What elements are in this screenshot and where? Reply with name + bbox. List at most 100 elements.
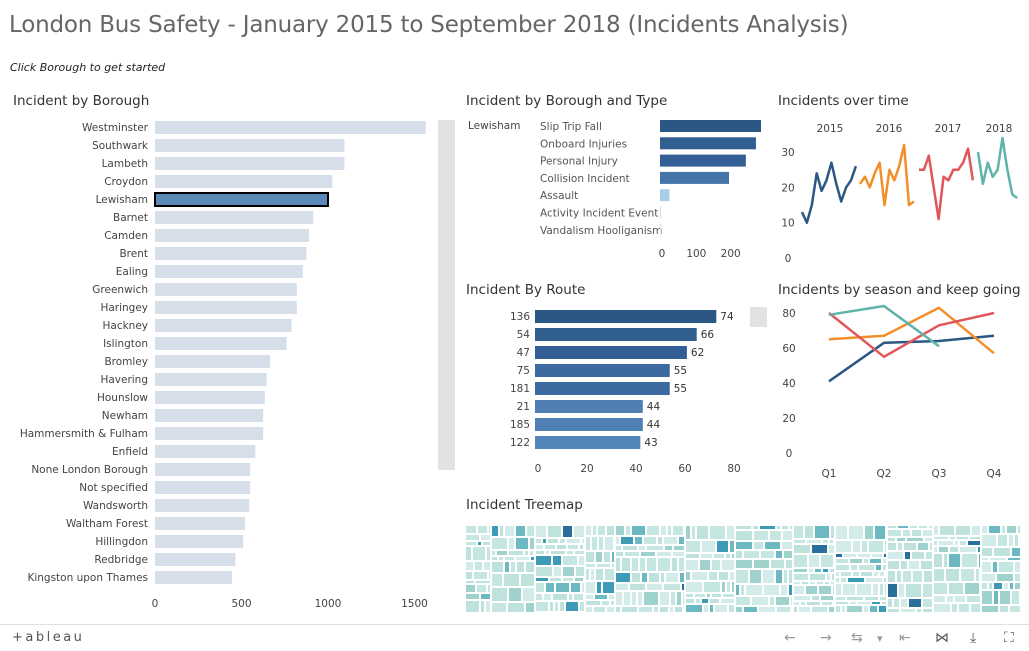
treemap-cell[interactable] [735,606,743,613]
treemap-cell[interactable] [879,571,885,577]
treemap-cell[interactable] [508,550,524,556]
treemap-cell[interactable] [954,540,959,546]
treemap-cell[interactable] [535,555,552,566]
treemap-cell[interactable] [879,596,887,601]
treemap-cell[interactable] [783,569,788,584]
treemap-cell[interactable] [758,606,776,613]
treemap-cell[interactable] [893,598,900,608]
treemap-cell[interactable] [465,561,474,571]
treemap-cell[interactable] [465,580,475,584]
treemap-cell[interactable] [685,593,694,598]
treemap-cell[interactable] [993,547,1011,557]
borough-label[interactable]: Not specified [79,482,148,494]
treemap-cell[interactable] [695,598,701,604]
treemap-cell[interactable] [857,553,871,558]
treemap-cell[interactable] [843,553,857,558]
treemap-cell[interactable] [504,556,515,561]
treemap-cell[interactable] [629,583,646,591]
treemap-cell[interactable] [900,560,908,570]
treemap-cell[interactable] [504,525,515,537]
treemap-cell[interactable] [958,603,970,613]
treemap-cell[interactable] [615,591,623,606]
treemap-cell[interactable] [596,563,611,568]
treemap-cell[interactable] [606,606,615,613]
treemap-cell[interactable] [638,606,653,613]
treemap-cell[interactable] [835,553,843,558]
treemap-cell[interactable] [763,584,780,596]
treemap-cell[interactable] [816,581,824,585]
treemap-cell[interactable] [762,569,775,584]
treemap-cell[interactable] [524,550,529,556]
treemap-cell[interactable] [856,583,872,596]
borough-label[interactable]: Westminster [82,122,149,134]
treemap-cell[interactable] [579,601,585,612]
treemap-cell[interactable] [595,551,603,563]
pause-updates-button[interactable]: ⇤ [899,630,911,646]
treemap-cell[interactable] [869,558,882,564]
treemap-cell[interactable] [529,537,535,550]
treemap-cell[interactable] [573,612,578,614]
treemap-cell[interactable] [568,612,573,614]
treemap-cell[interactable] [669,606,674,613]
treemap-cell[interactable] [643,536,657,545]
treemap-cell[interactable] [743,606,758,613]
treemap-cell[interactable] [535,612,553,614]
treemap-cell[interactable] [504,561,510,573]
treemap-cell[interactable] [674,606,683,613]
treemap-cell[interactable] [491,602,507,613]
treemap-cell[interactable] [735,530,753,541]
treemap-cell[interactable] [887,598,893,608]
treemap-cell[interactable] [871,553,883,558]
treemap-cell[interactable] [900,598,908,608]
treemap-cell[interactable] [887,570,896,583]
treemap-cell[interactable] [835,605,841,613]
treemap-cell[interactable] [782,530,793,541]
treemap-cell[interactable] [593,606,606,613]
treemap-cell[interactable] [946,595,954,603]
treemap-cell[interactable] [846,596,864,601]
treemap-cell[interactable] [726,581,731,593]
treemap-cell[interactable] [780,584,788,596]
treemap-cell[interactable] [753,530,769,541]
treemap-cell[interactable] [562,555,578,566]
treemap-cell[interactable] [480,600,485,613]
treemap-cell[interactable] [567,544,579,550]
treemap-cell[interactable] [847,577,865,583]
treemap-cell[interactable] [828,544,835,554]
treemap-cell[interactable] [753,559,770,569]
treemap-cell[interactable] [574,550,585,555]
treemap-cell[interactable] [606,525,615,536]
treemap-cell[interactable] [922,598,933,608]
treemap-cell[interactable] [809,573,826,581]
treemap-cell[interactable] [905,583,922,598]
treemap-cell[interactable] [535,593,543,601]
treemap-cell[interactable] [852,540,861,553]
treemap-cell[interactable] [465,534,480,541]
treemap-cell[interactable] [989,557,1007,561]
treemap-cell[interactable] [1011,547,1021,557]
treemap-cell[interactable] [900,608,916,613]
treemap-cell[interactable] [585,563,596,568]
treemap-cell[interactable] [903,542,917,551]
treemap-cell[interactable] [981,590,993,605]
borough-bar[interactable] [155,499,250,512]
borough-bar[interactable] [155,355,271,368]
treemap-cell[interactable] [535,550,545,555]
treemap-cell[interactable] [653,606,659,613]
treemap-cell[interactable] [933,525,939,536]
treemap-cell[interactable] [716,540,729,553]
borough-bar[interactable] [155,427,264,440]
treemap-cell[interactable] [852,571,860,577]
treemap-cell[interactable] [515,537,529,550]
treemap-cell[interactable] [835,596,846,601]
treemap-cell[interactable] [547,538,559,544]
treemap-cell[interactable] [634,536,643,545]
treemap-cell[interactable] [835,558,849,564]
treemap-cell[interactable] [553,612,568,614]
treemap-cell[interactable] [585,600,601,606]
treemap-cell[interactable] [981,605,999,613]
borough-bar[interactable] [155,283,297,296]
treemap-cell[interactable] [850,564,858,571]
treemap-cell[interactable] [701,540,716,553]
treemap-cell[interactable] [793,601,800,606]
